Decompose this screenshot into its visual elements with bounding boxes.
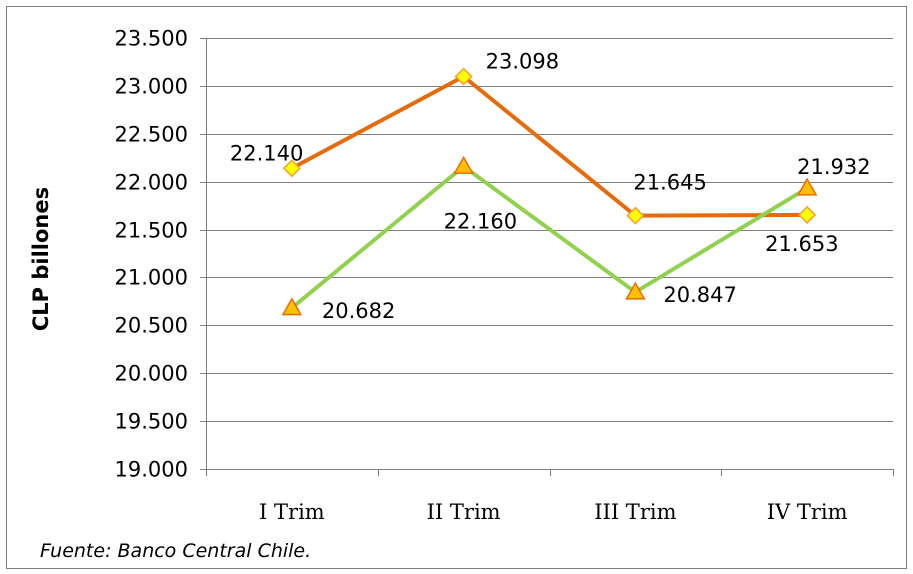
data-point bbox=[625, 281, 646, 300]
x-tick-label: III Trim bbox=[594, 500, 676, 524]
series-line bbox=[290, 74, 808, 218]
y-tick-label: 20.500 bbox=[115, 314, 188, 338]
y-tick-label: 21.000 bbox=[115, 266, 188, 290]
y-tick-label: 22.000 bbox=[115, 171, 188, 195]
data-point bbox=[282, 159, 301, 178]
x-tick-label: IV Trim bbox=[767, 500, 848, 524]
x-tick-label: II Trim bbox=[427, 500, 501, 524]
data-labels: 22.140 23.098 21.645 21.653 20.682 22.160 20.8… bbox=[230, 50, 871, 323]
data-point bbox=[453, 155, 474, 174]
gridlines bbox=[206, 38, 893, 422]
y-tick-label: 21.500 bbox=[115, 219, 188, 243]
data-point bbox=[281, 297, 303, 316]
y-tick-label: 22.500 bbox=[115, 123, 188, 147]
data-label: 22.140 bbox=[230, 141, 303, 165]
series-line bbox=[290, 164, 809, 310]
y-tick-label: 19.500 bbox=[115, 410, 188, 434]
source-note: Fuente: Banco Central Chile. bbox=[40, 540, 311, 562]
y-tick-label: 19.000 bbox=[115, 458, 188, 482]
data-label: 21.645 bbox=[633, 171, 706, 195]
data-point bbox=[796, 177, 818, 196]
data-point bbox=[798, 205, 817, 224]
y-tick-label: 20.000 bbox=[115, 362, 188, 386]
data-label: 23.098 bbox=[486, 50, 559, 74]
series bbox=[281, 67, 818, 316]
data-point bbox=[626, 206, 645, 225]
y-axis-title: CLP billones bbox=[29, 187, 53, 331]
data-label: 22.160 bbox=[444, 209, 517, 233]
axes bbox=[200, 38, 894, 476]
data-point bbox=[454, 67, 473, 86]
y-tick-label: 23.000 bbox=[115, 75, 188, 99]
data-label: 21.653 bbox=[765, 232, 838, 256]
chart-border bbox=[6, 6, 907, 569]
x-tick-label: I Trim bbox=[259, 500, 325, 524]
y-tick-labels: 19.000 19.500 20.000 20.500 21.000 21.500 22.0… bbox=[115, 27, 188, 482]
x-tick-labels: I Trim II Trim III Trim IV Trim bbox=[259, 500, 848, 524]
data-label: 20.682 bbox=[322, 299, 395, 323]
y-tick-label: 23.500 bbox=[115, 27, 188, 51]
data-label: 20.847 bbox=[663, 283, 736, 307]
data-label: 21.932 bbox=[797, 155, 870, 179]
